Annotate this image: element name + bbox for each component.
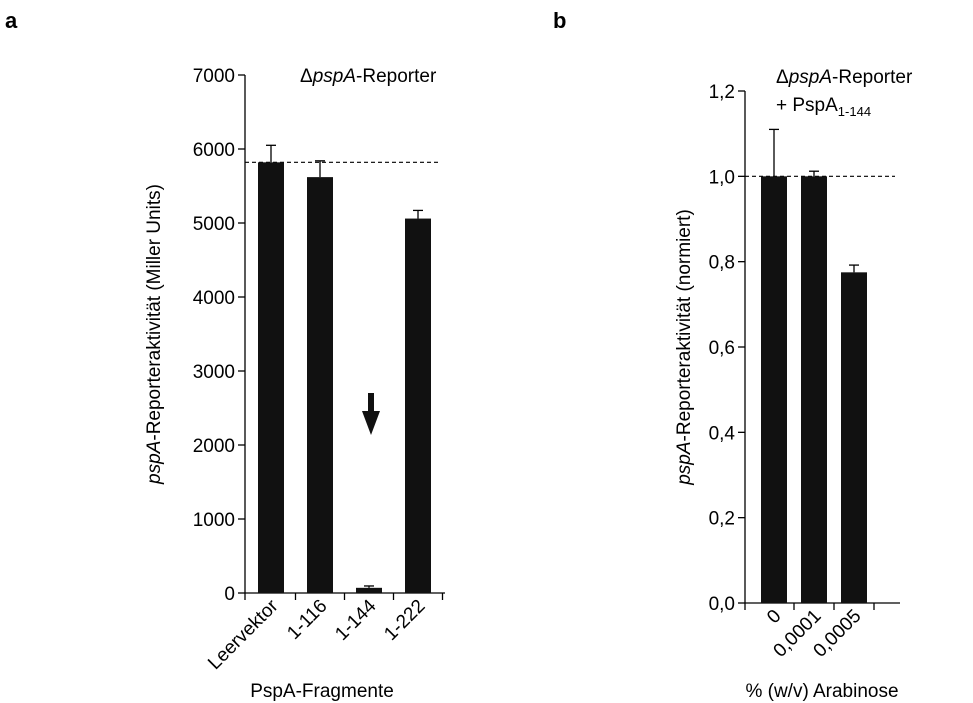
y-tick-label: 4000 xyxy=(193,288,235,309)
bar xyxy=(258,162,284,593)
y-tick-label: 1000 xyxy=(193,510,235,531)
chart-panel-b: 0,00,20,40,60,81,01,200,00010,0005pspA-R… xyxy=(674,67,913,702)
x-tick-label: Leervektor xyxy=(204,595,283,674)
x-axis-title: % (w/v) Arabinose xyxy=(745,681,898,702)
bar xyxy=(307,177,333,593)
down-arrow-icon xyxy=(362,411,380,435)
x-tick-label: 0 xyxy=(763,606,785,628)
y-tick-label: 0 xyxy=(224,584,235,605)
y-tick-label: 0,0 xyxy=(709,594,735,615)
y-tick-label: 5000 xyxy=(193,214,235,235)
x-axis-title: PspA-Fragmente xyxy=(250,681,394,702)
annotation-reporter: ΔpspA-Reporter xyxy=(300,66,437,87)
y-tick-label: 0,4 xyxy=(709,423,736,444)
panel-label-b: b xyxy=(553,8,566,33)
y-tick-label: 2000 xyxy=(193,436,235,457)
y-tick-label: 1,2 xyxy=(709,82,735,103)
y-tick-label: 1,0 xyxy=(709,167,735,188)
y-tick-label: 0,8 xyxy=(709,253,735,274)
panel-label-a: a xyxy=(5,8,18,33)
y-tick-label: 6000 xyxy=(193,140,235,161)
x-tick-label: 1-116 xyxy=(283,596,331,644)
x-tick-label: 1-222 xyxy=(380,596,429,645)
bar xyxy=(761,176,787,603)
y-tick-label: 0,2 xyxy=(709,509,735,530)
down-arrow-shaft xyxy=(368,393,374,413)
y-tick-label: 0,6 xyxy=(709,338,735,359)
annotation-fragment: + PspA1-144 xyxy=(776,95,871,119)
y-tick-label: 3000 xyxy=(193,362,235,383)
y-tick-label: 7000 xyxy=(193,66,235,87)
bar xyxy=(405,219,431,593)
annotation-reporter: ΔpspA-Reporter xyxy=(776,67,913,88)
bar xyxy=(801,176,827,603)
y-axis-title: pspA-Reporteraktivität (normiert) xyxy=(674,209,695,486)
x-tick-label: 1-144 xyxy=(331,595,381,645)
y-axis-title: pspA-Reporteraktivität (Miller Units) xyxy=(144,184,165,485)
bar xyxy=(356,588,382,593)
bar xyxy=(841,272,867,603)
